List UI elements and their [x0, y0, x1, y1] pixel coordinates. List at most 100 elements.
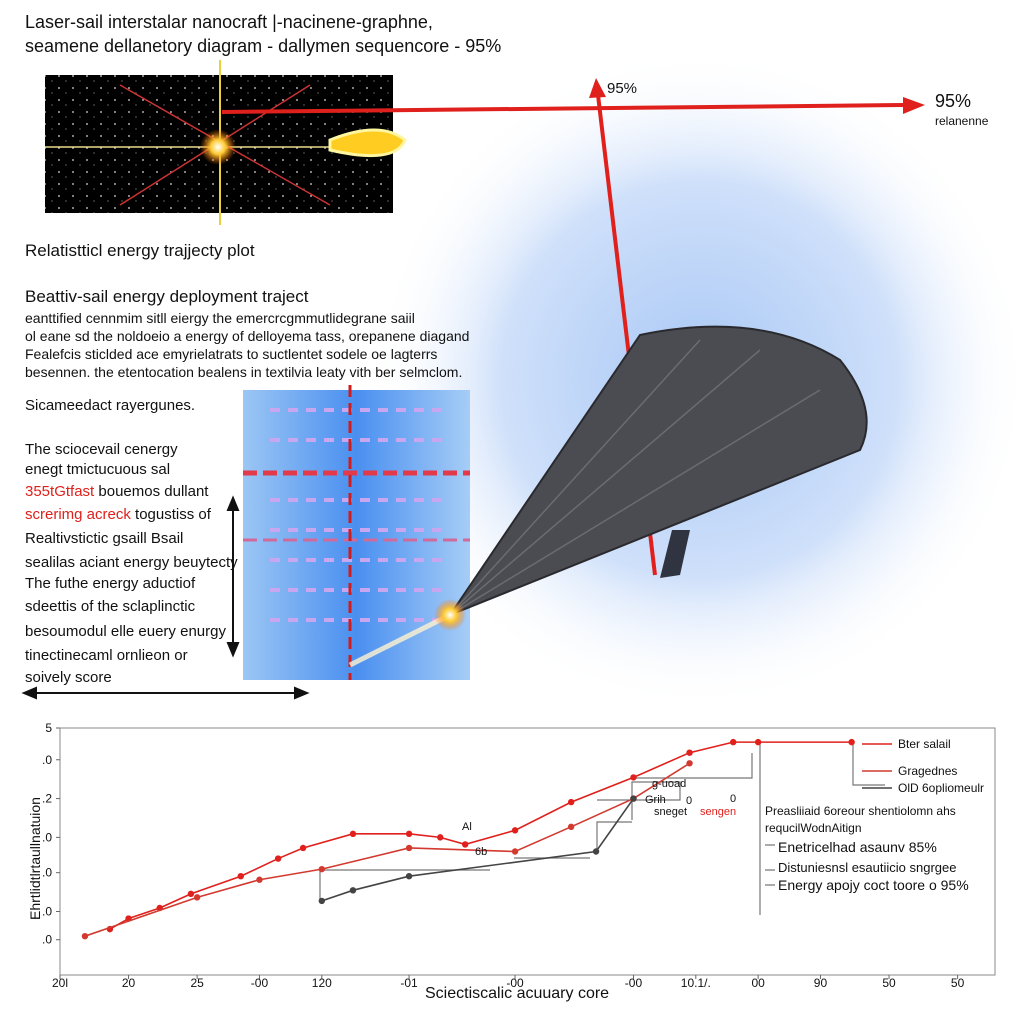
point: [405, 873, 413, 880]
point: [511, 827, 519, 834]
legend-label: OlD 6opliomeulr: [898, 781, 984, 795]
annotation: g-uoad: [652, 778, 686, 790]
x-tick-label: 20l: [52, 976, 68, 990]
point: [81, 932, 89, 940]
point: [511, 848, 519, 855]
side-part: togustiss of: [131, 506, 212, 523]
subtitle: seamene dellanetory diagram - dallymen s…: [25, 36, 501, 56]
x-tick-label: 50: [951, 976, 965, 990]
point: [318, 897, 325, 905]
title: Laser-sail interstalar nanocraft |-nacin…: [25, 12, 433, 32]
section-line: eanttified cennmim sitll eiergy the emer…: [25, 310, 415, 326]
x-tick-label: -01: [400, 976, 418, 990]
arrow-label: 95%: [607, 80, 637, 97]
note: Sicameedact rayergunes.: [25, 397, 195, 414]
plot-caption: Relatistticl energy trajjecty plot: [25, 241, 255, 260]
point: [349, 887, 357, 894]
side-line: sealilas aciant energy beuytecty: [25, 554, 238, 571]
point: [405, 844, 413, 852]
chart: Sciectiscalic acuuary core Ehrtlidtlrtau…: [27, 721, 996, 1002]
x-tick-label: 10.1/.: [681, 976, 711, 990]
x-tick-label: -00: [625, 976, 643, 990]
annotation: Al: [462, 821, 472, 833]
x-tick-label: -00: [506, 976, 524, 990]
annotation: sengen: [700, 806, 736, 818]
chart-note: requcilWodnAitign: [765, 821, 862, 835]
annotation: 6b: [475, 846, 487, 858]
y-tick-label: .0: [42, 904, 52, 918]
section-line: besennen. the etentocation bealens in te…: [25, 364, 462, 380]
point: [630, 795, 637, 802]
section-line: Fealefcis sticlded ace emyrielatrats to …: [25, 346, 437, 362]
axis-arrows: [21, 495, 310, 700]
point: [256, 876, 263, 883]
point: [405, 830, 413, 838]
point: [274, 855, 282, 862]
point: [187, 890, 195, 898]
point: [592, 848, 600, 855]
legend-label: Bter salail: [898, 737, 951, 751]
chart-note: Energy apojy coct toore o 95%: [778, 877, 969, 893]
point: [437, 834, 444, 841]
section-line: ol eane sd the noldoeio a energy of dell…: [25, 328, 469, 344]
point: [848, 738, 855, 746]
chart-note: Enetricelhad asaunv 85%: [778, 839, 937, 855]
side-line: soively score: [25, 669, 112, 686]
side-line: screrimg acreck togustiss of: [25, 506, 212, 523]
point: [730, 738, 737, 746]
point: [461, 841, 469, 848]
x-tick-label: 90: [814, 976, 828, 990]
arrow-end-label: 95%: [935, 91, 971, 111]
side-line: The futhe energy aductiof: [25, 575, 196, 592]
legend-label: Gragednes: [898, 764, 957, 778]
point: [237, 873, 244, 880]
x-tick-label: -00: [251, 976, 269, 990]
chart-note: Preasliiaid 6oreour shentiolomn ahs: [765, 804, 956, 818]
series-line: [84, 762, 690, 937]
arrow-end-sublabel: relanenne: [935, 114, 989, 128]
side-line: sdeettis of the sclaplinctic: [25, 598, 196, 615]
annotation: Grih: [645, 794, 666, 806]
point: [754, 738, 762, 746]
highlight: 355tGtfast: [25, 483, 95, 500]
point: [630, 774, 637, 781]
point: [567, 823, 575, 830]
x-tick-label: 00: [751, 976, 765, 990]
point: [349, 830, 357, 838]
annotation: 0: [730, 793, 736, 805]
x-tick-label: 25: [190, 976, 204, 990]
side-part: bouemos dullant: [94, 483, 209, 500]
y-tick-label: 5: [45, 721, 52, 735]
point: [686, 749, 693, 756]
point: [193, 894, 201, 901]
x-tick-label: 50: [882, 976, 896, 990]
series-line: [109, 741, 852, 930]
x-tick-label: 120: [312, 976, 332, 990]
side-line: The sciocevail cenergy: [25, 441, 178, 458]
y-tick-label: .0: [42, 933, 52, 947]
side-line: 355tGtfast bouemos dullant: [25, 483, 209, 500]
side-line: besoumodul elle euery enurgy: [25, 623, 226, 640]
section-heading: Beattiv-sail energy deployment traject: [25, 287, 309, 306]
y-axis-label: Ehrtlidtlrtaullnatuion: [27, 797, 43, 920]
sail: [348, 325, 868, 668]
chart-note: Distuniesnsl esautiicio sngrgee: [778, 860, 956, 875]
side-text: The sciocevail cenergy enegt tmictucuous…: [25, 441, 238, 686]
annotation: sneget: [654, 806, 687, 818]
star-plot: [45, 60, 407, 225]
point: [299, 844, 307, 852]
side-line: enegt tmictucuous sal: [25, 461, 170, 478]
y-tick-label: .0: [42, 866, 52, 880]
side-line: Realtivstictic gsaill Bsail: [25, 530, 183, 547]
y-tick-label: .0: [42, 830, 52, 844]
side-line: tinectinecaml ornlieon or: [25, 647, 188, 664]
y-tick-label: .2: [42, 792, 52, 806]
highlight: screrimg acreck: [25, 506, 131, 523]
point: [686, 760, 693, 767]
annotation: 0: [686, 795, 692, 807]
point: [567, 798, 575, 806]
x-tick-label: 20: [122, 976, 136, 990]
y-tick-label: .0: [42, 753, 52, 767]
x-axis-label: Sciectiscalic acuuary core: [425, 985, 609, 1002]
